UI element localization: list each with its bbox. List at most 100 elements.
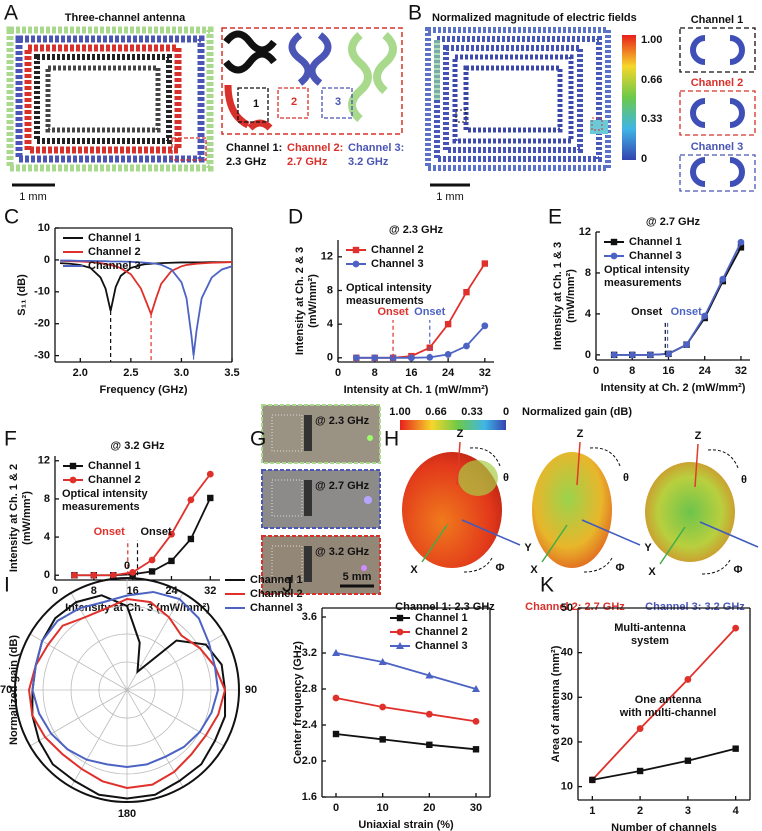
x-tick-label: 20 [423,802,435,814]
x-tick-label: 3 [685,805,691,817]
y-tick-label: 0 [44,254,50,266]
axis-letter: Z [577,428,584,440]
chart-title: @ 2.7 GHz [646,216,701,228]
field-hotspot [434,40,440,100]
x-tick-label: 30 [470,802,482,814]
marker [332,694,340,702]
panel-label: I [4,574,10,597]
legend-marker [396,628,404,636]
annotation: Optical intensity [62,488,148,500]
channel-box [679,154,756,192]
marker [371,354,379,362]
chip [304,480,312,516]
legend-label: Channel 1 [415,612,468,624]
axis-letter: Y [524,542,532,554]
axis-arrow [581,519,641,546]
marker [332,730,340,738]
x-tick-label: 32 [735,365,747,377]
legend-label: Channel 3 [415,640,468,652]
marker [379,703,387,711]
scale-label: 1 mm [436,191,464,203]
device [271,414,303,452]
x-tick-label: 16 [662,365,674,377]
marker [129,568,137,576]
channel-title: Channel 3 [691,141,744,153]
colorbar-label: 1.00 [641,34,662,46]
marker [426,741,433,748]
axis-letter: θ [741,474,747,486]
axis-letter: θ [503,472,509,484]
x-tick-label: 2.5 [123,367,138,379]
y-tick-label: 30 [561,691,573,703]
legend-label: Channel 3 [371,258,424,270]
field-arc [690,35,745,187]
x-tick-label: 1 [589,805,595,817]
marker [472,685,480,692]
theta-tick-label: 90 [245,684,257,696]
y-tick-label: 2.4 [302,719,318,731]
marker [109,571,117,579]
annotation: measurements [604,277,682,289]
colorbar [400,420,506,430]
x-tick-label: 10 [377,802,389,814]
photo-label: @ 2.3 GHz [315,415,370,427]
x-tick-label: 0 [333,802,339,814]
series-line [27,597,227,790]
marker [684,757,692,764]
channel-name: Channel 2: [287,142,343,154]
zoom-box [171,137,207,161]
grid-spoke [70,689,128,788]
annotation: system [631,635,669,647]
onset-label: Onset [94,526,126,538]
y-tick-label: -30 [34,350,50,362]
series-line [335,733,477,751]
y-tick-label: 4 [44,531,51,543]
field-ring [463,65,563,133]
y-tick-label: 12 [579,226,591,238]
annotation: measurements [346,295,424,307]
field-ring [452,54,574,144]
marker [684,676,692,683]
grid-spoke [70,592,128,691]
x-tick-label: 16 [405,367,417,379]
panel-label: K [540,574,554,597]
x-tick-label: 32 [204,585,216,597]
scale-label: 1 mm [19,191,47,203]
radiation-pattern [645,462,735,562]
scale-label: 5 mm [343,571,372,583]
inset-frame [221,27,403,135]
marker [378,658,387,665]
marker [187,496,195,504]
axis-letter: X [648,566,656,578]
y-tick-label: 4 [585,308,592,320]
chart-title: @ 3.2 GHz [110,440,165,452]
y-tick-label: 20 [561,736,573,748]
colorbar-label: 0.33 [641,113,662,125]
device [271,545,303,583]
marker [425,710,433,718]
channel-number: 3 [335,96,341,108]
radiation-pattern [458,460,498,496]
colorbar-title: Normalized gain (dB) [522,406,632,418]
meander [223,30,277,74]
x-tick-label: 0 [593,365,599,377]
series-line [335,697,477,723]
onset-label: Onset [631,306,663,318]
x-tick-label: 4 [733,805,740,817]
y-tick-label: 10 [561,781,573,793]
marker [444,320,452,328]
legend-label: Channel 2 [371,244,424,256]
channel-name: Channel 3: [348,142,404,154]
x-axis-label: Uniaxial strain (%) [358,819,454,831]
marker [463,288,470,296]
chip [304,415,312,451]
legend-label: Channel 1 [88,232,141,244]
x-tick-label: 2 [637,805,643,817]
marker [636,767,644,775]
channel-box [237,87,269,123]
y-axis-label: Intensity at Ch. 2 & 3 [294,247,306,355]
legend-label: Channel 2 [250,588,303,600]
meander [288,32,332,86]
marker [737,244,745,251]
marker [481,322,489,330]
